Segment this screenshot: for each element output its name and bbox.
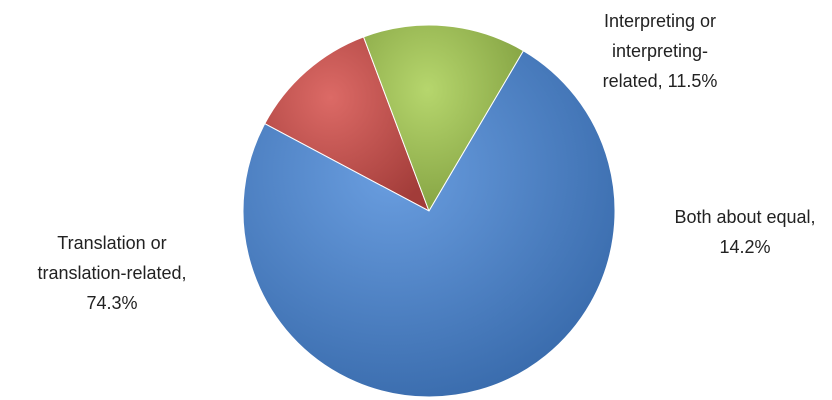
data-label-line: 14.2% bbox=[719, 237, 770, 257]
pie-slices bbox=[242, 24, 616, 398]
data-label-line: Translation or bbox=[57, 233, 166, 253]
data-label-line: interpreting- bbox=[612, 41, 708, 61]
data-label-interpreting-or-interpreting-related: Interpreting or interpreting-related, 11.… bbox=[603, 11, 718, 91]
pie-slice-interpreting-or-interpreting-related bbox=[264, 36, 430, 213]
data-label-line: Both about equal, bbox=[674, 207, 815, 227]
data-label-line: related, 11.5% bbox=[603, 71, 718, 91]
pie-slice-translation-or-translation-related bbox=[242, 50, 616, 398]
data-label-line: translation-related, bbox=[37, 263, 186, 283]
data-label-translation-or-translation-related: Translation or translation-related, 74.3% bbox=[37, 233, 186, 313]
data-label-both-about-equal: Both about equal, 14.2% bbox=[674, 207, 815, 257]
pie-data-labels: Translation or translation-related, 74.3% I… bbox=[37, 11, 815, 313]
data-label-line: 74.3% bbox=[86, 293, 137, 313]
pie-slice-both-about-equal bbox=[362, 24, 525, 213]
data-label-line: Interpreting or bbox=[604, 11, 716, 31]
